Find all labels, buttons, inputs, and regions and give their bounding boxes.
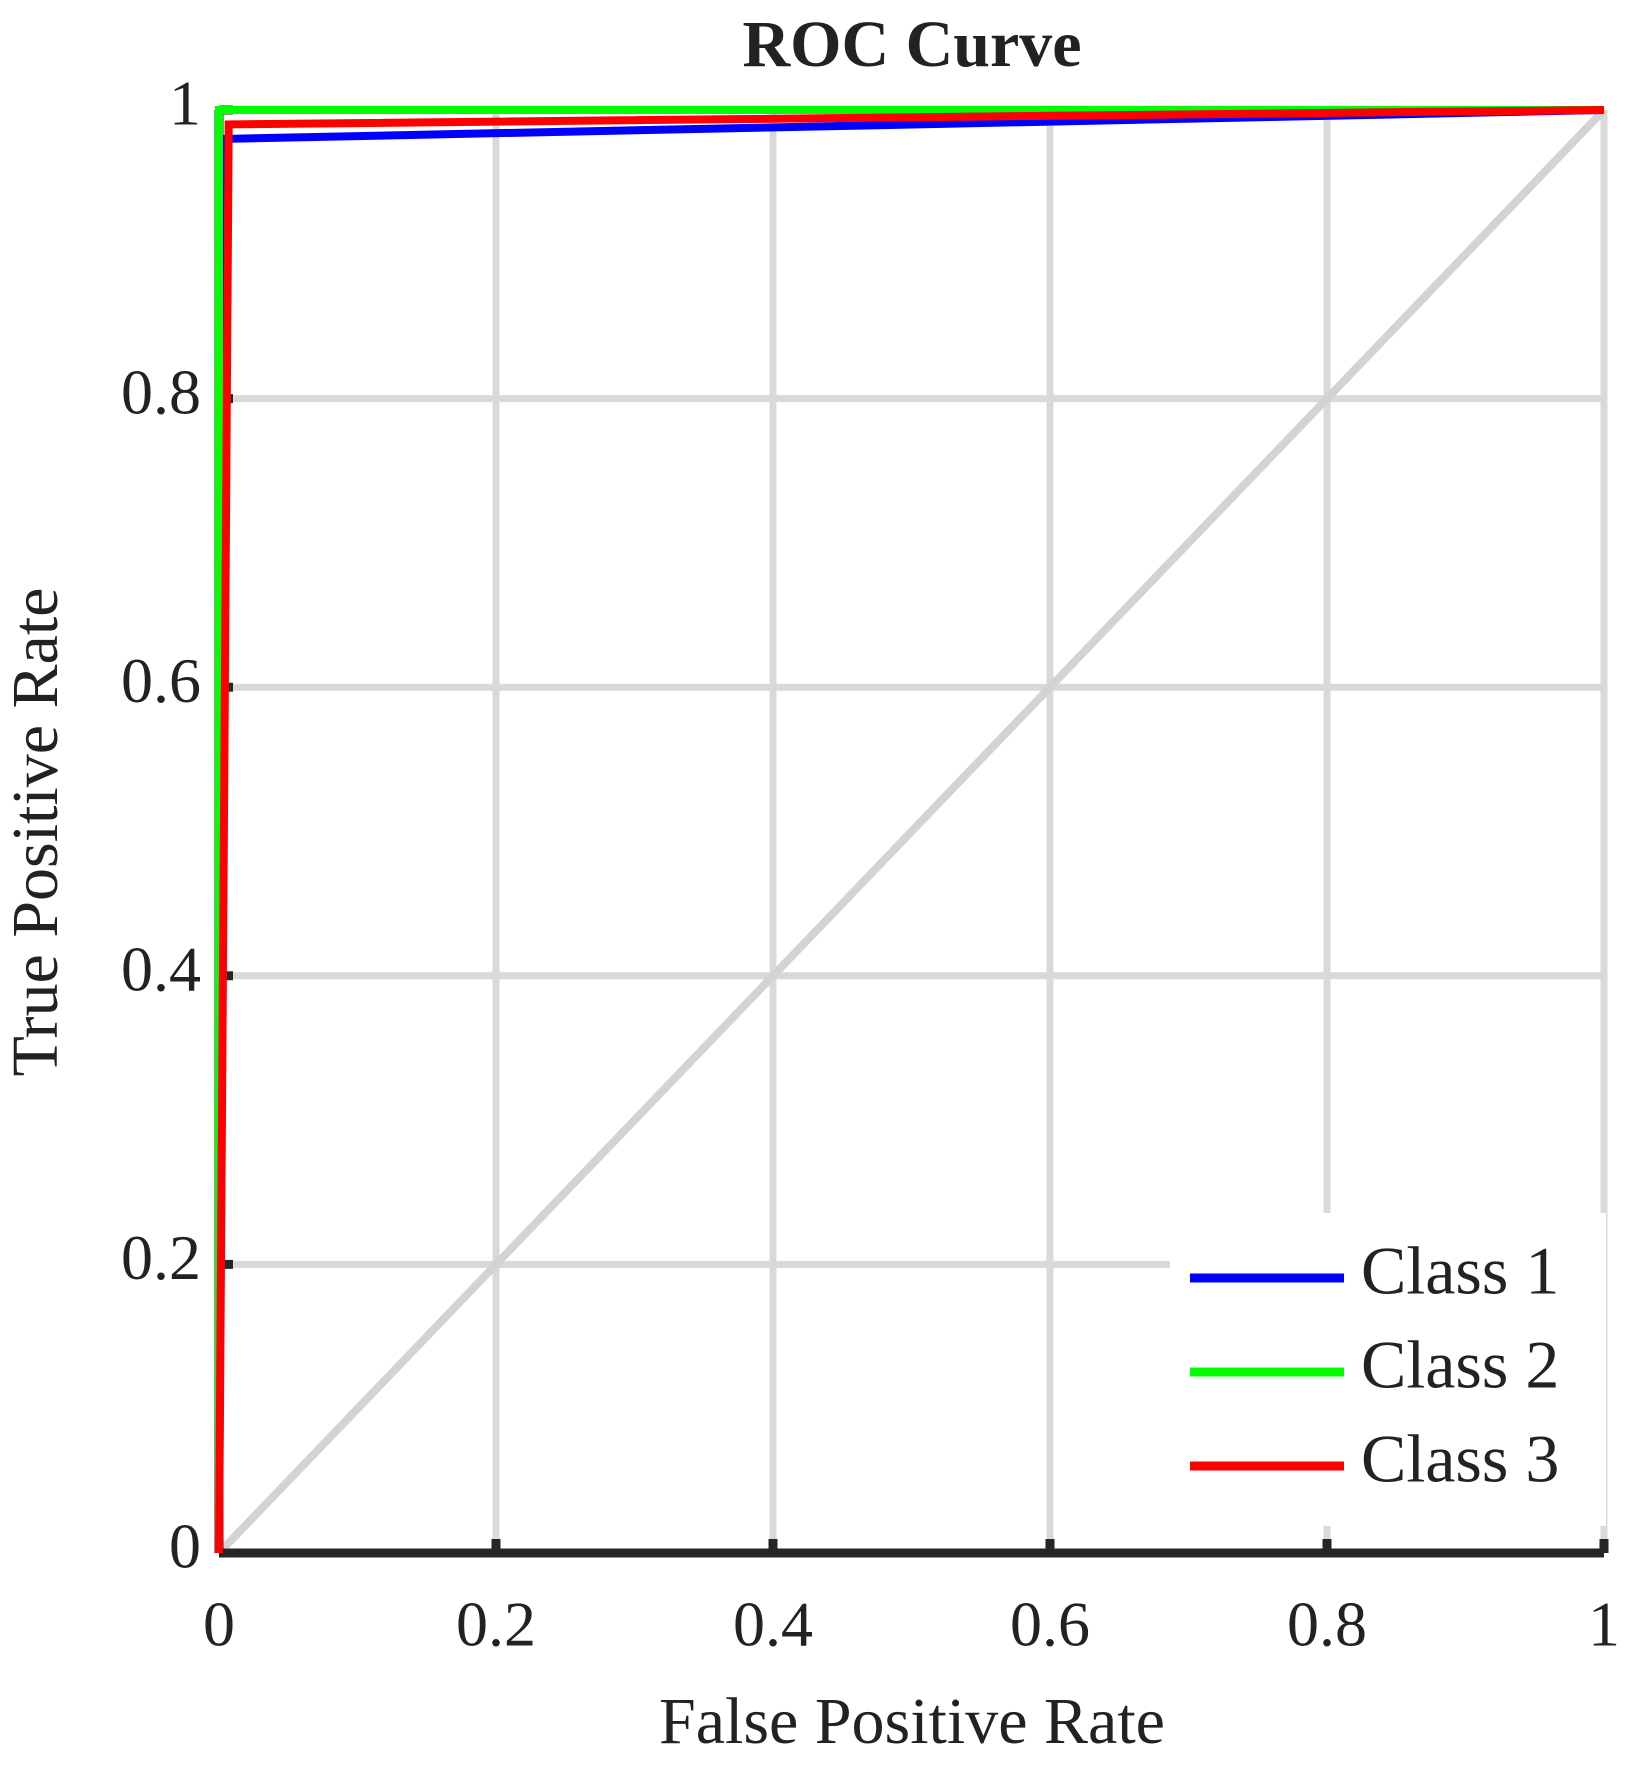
legend-label: Class 3 <box>1361 1421 1559 1497</box>
x-tick-label: 0.4 <box>733 1589 813 1660</box>
x-tick-label: 0.6 <box>1010 1589 1090 1660</box>
y-tick-label: 0 <box>169 1511 201 1582</box>
chart-title: ROC Curve <box>742 8 1081 81</box>
x-tick-label: 0 <box>203 1589 235 1660</box>
legend-label: Class 2 <box>1361 1327 1559 1403</box>
reference-diagonal <box>216 107 1607 1556</box>
y-tick-label: 0.8 <box>121 356 201 427</box>
x-tick-label: 1 <box>1588 1589 1620 1660</box>
x-tick-label: 0.2 <box>456 1589 536 1660</box>
y-tick-label: 1 <box>169 68 201 139</box>
roc-line <box>215 106 1605 1554</box>
y-tick-label: 0.4 <box>121 933 201 1004</box>
y-tick-label: 0.2 <box>121 1222 201 1293</box>
x-axis-label: False Positive Rate <box>659 1685 1165 1758</box>
y-axis-label: True Positive Rate <box>0 588 72 1077</box>
legend-label: Class 1 <box>1361 1233 1559 1309</box>
y-tick-label: 0.6 <box>121 645 201 716</box>
x-tick-label: 0.8 <box>1287 1589 1367 1660</box>
